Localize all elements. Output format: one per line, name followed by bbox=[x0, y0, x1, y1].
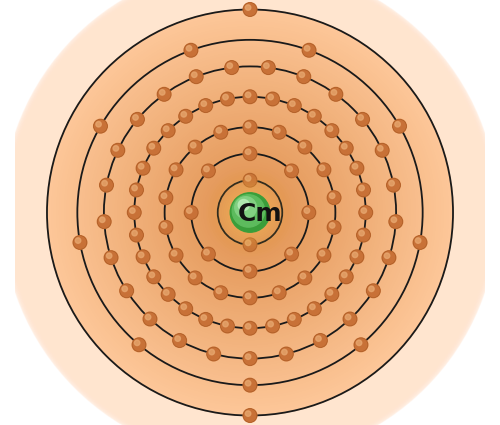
Circle shape bbox=[359, 230, 364, 236]
Circle shape bbox=[340, 142, 353, 155]
Circle shape bbox=[246, 122, 251, 128]
Circle shape bbox=[343, 312, 357, 326]
Circle shape bbox=[204, 167, 296, 258]
Circle shape bbox=[88, 50, 412, 375]
Circle shape bbox=[243, 409, 257, 422]
Circle shape bbox=[54, 17, 446, 408]
Circle shape bbox=[36, 0, 464, 425]
Circle shape bbox=[22, 0, 478, 425]
Circle shape bbox=[149, 272, 154, 278]
Circle shape bbox=[174, 136, 326, 289]
Circle shape bbox=[96, 122, 102, 127]
Circle shape bbox=[92, 55, 407, 370]
Circle shape bbox=[346, 314, 351, 320]
Circle shape bbox=[243, 173, 257, 187]
Circle shape bbox=[138, 252, 144, 258]
Circle shape bbox=[182, 144, 318, 281]
Circle shape bbox=[358, 115, 364, 120]
Circle shape bbox=[288, 313, 301, 326]
Circle shape bbox=[204, 166, 209, 172]
Circle shape bbox=[120, 83, 380, 342]
Circle shape bbox=[108, 71, 392, 354]
Circle shape bbox=[222, 184, 278, 241]
Circle shape bbox=[6, 0, 494, 425]
Circle shape bbox=[173, 334, 186, 347]
Circle shape bbox=[308, 110, 321, 123]
Circle shape bbox=[285, 247, 298, 261]
Circle shape bbox=[22, 0, 477, 425]
Circle shape bbox=[243, 321, 257, 335]
Circle shape bbox=[264, 63, 269, 68]
Circle shape bbox=[106, 253, 112, 258]
Circle shape bbox=[10, 0, 490, 425]
Circle shape bbox=[130, 93, 370, 332]
Circle shape bbox=[328, 221, 341, 234]
Circle shape bbox=[184, 43, 198, 57]
Circle shape bbox=[356, 183, 370, 197]
Circle shape bbox=[246, 354, 251, 360]
Circle shape bbox=[24, 0, 475, 425]
Circle shape bbox=[299, 72, 304, 77]
Circle shape bbox=[209, 349, 214, 355]
Circle shape bbox=[204, 249, 209, 255]
Circle shape bbox=[240, 202, 260, 223]
Circle shape bbox=[361, 208, 366, 213]
Circle shape bbox=[179, 110, 192, 123]
Circle shape bbox=[340, 270, 353, 283]
Circle shape bbox=[248, 210, 252, 215]
Circle shape bbox=[356, 228, 370, 242]
Circle shape bbox=[166, 129, 334, 296]
Circle shape bbox=[325, 287, 338, 301]
Circle shape bbox=[9, 0, 491, 425]
Circle shape bbox=[151, 113, 349, 312]
Circle shape bbox=[327, 126, 332, 131]
Circle shape bbox=[246, 5, 251, 10]
Circle shape bbox=[184, 147, 316, 278]
Circle shape bbox=[164, 126, 169, 131]
Circle shape bbox=[189, 152, 311, 273]
Circle shape bbox=[224, 187, 276, 238]
Circle shape bbox=[226, 189, 274, 236]
Circle shape bbox=[7, 0, 493, 425]
Circle shape bbox=[243, 378, 257, 392]
Circle shape bbox=[350, 162, 364, 175]
Circle shape bbox=[4, 0, 496, 425]
Circle shape bbox=[232, 195, 268, 230]
Circle shape bbox=[100, 217, 105, 223]
Circle shape bbox=[132, 185, 138, 191]
Circle shape bbox=[37, 0, 463, 425]
Circle shape bbox=[57, 20, 443, 405]
Circle shape bbox=[266, 92, 280, 106]
Circle shape bbox=[130, 113, 144, 126]
Circle shape bbox=[202, 164, 215, 178]
Circle shape bbox=[100, 178, 114, 192]
Circle shape bbox=[223, 321, 228, 327]
Circle shape bbox=[320, 251, 325, 256]
Circle shape bbox=[350, 250, 364, 264]
Circle shape bbox=[128, 91, 372, 334]
Circle shape bbox=[75, 37, 425, 388]
Circle shape bbox=[212, 174, 288, 251]
Circle shape bbox=[65, 27, 435, 398]
Circle shape bbox=[181, 304, 186, 309]
Circle shape bbox=[359, 206, 372, 219]
Circle shape bbox=[266, 319, 280, 333]
Circle shape bbox=[288, 99, 301, 112]
Circle shape bbox=[368, 286, 374, 292]
Circle shape bbox=[104, 251, 118, 264]
Circle shape bbox=[310, 112, 315, 117]
Circle shape bbox=[366, 284, 380, 298]
Circle shape bbox=[280, 347, 293, 361]
Circle shape bbox=[325, 124, 338, 138]
Circle shape bbox=[246, 176, 251, 181]
Circle shape bbox=[20, 0, 480, 425]
Circle shape bbox=[156, 119, 344, 306]
Circle shape bbox=[220, 319, 234, 333]
Circle shape bbox=[82, 45, 417, 380]
Circle shape bbox=[172, 251, 177, 256]
Circle shape bbox=[188, 271, 202, 285]
Circle shape bbox=[230, 193, 270, 232]
Circle shape bbox=[103, 65, 397, 360]
Text: Cm: Cm bbox=[238, 202, 282, 227]
